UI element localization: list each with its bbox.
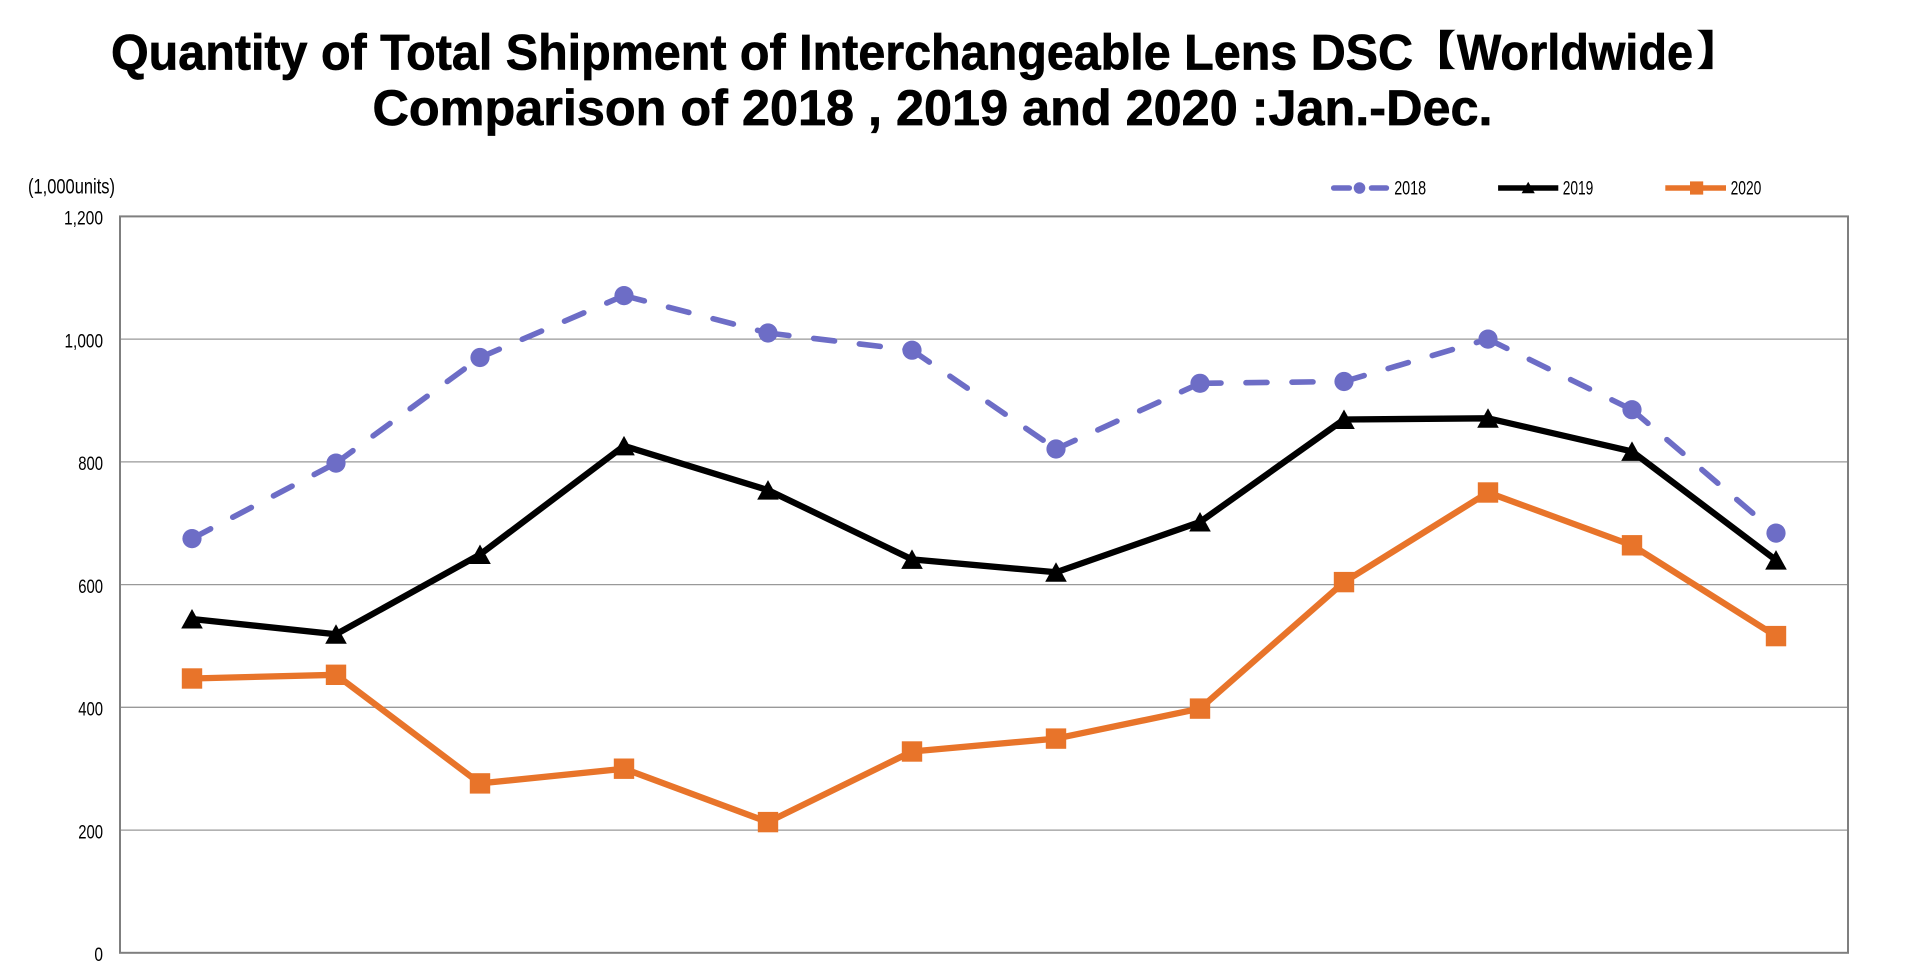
svg-text:2018: 2018 <box>1394 178 1426 199</box>
svg-text:Worldwide: Worldwide <box>1457 25 1693 81</box>
svg-text:800: 800 <box>78 454 103 475</box>
svg-text:1,000: 1,000 <box>65 331 104 352</box>
svg-text:0: 0 <box>94 945 103 966</box>
svg-text:200: 200 <box>78 822 103 843</box>
svg-text:400: 400 <box>78 700 103 721</box>
svg-text:1,200: 1,200 <box>64 209 103 230</box>
svg-text:2020: 2020 <box>1731 178 1762 199</box>
svg-text:Quantity of Total Shipment of: Quantity of Total Shipment of Interchang… <box>111 25 1413 81</box>
svg-text:Comparison of 2018 , 2019 and: Comparison of 2018 , 2019 and 2020 :Jan.… <box>373 79 1493 136</box>
svg-text:2019: 2019 <box>1563 178 1594 199</box>
svg-text:(1,000units): (1,000units) <box>28 174 115 198</box>
svg-text:600: 600 <box>78 577 103 598</box>
